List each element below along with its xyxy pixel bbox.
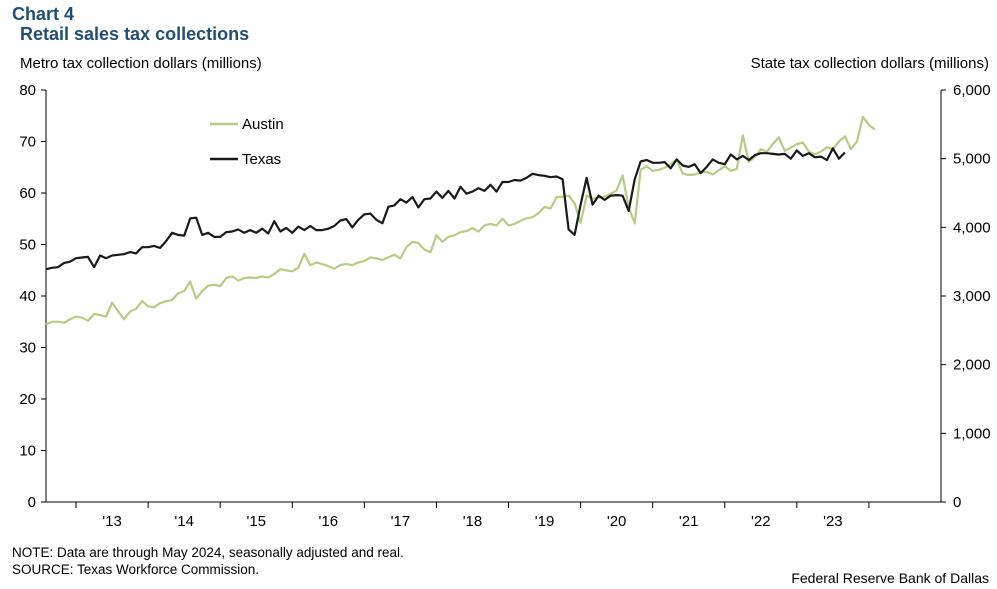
left-tick-label: 40 [19, 288, 36, 305]
series-line-texas [45, 147, 846, 271]
x-tick-label: '13 [102, 513, 122, 530]
chart-title: Retail sales tax collections [20, 24, 250, 44]
left-tick-label: 70 [19, 134, 36, 151]
x-tick-label: '16 [319, 513, 339, 530]
chart-credit: Federal Reserve Bank of Dallas [791, 570, 989, 586]
chart-note: NOTE: Data are through May 2024, seasona… [12, 545, 404, 560]
left-tick-label: 30 [19, 340, 36, 357]
x-tick-label: '22 [751, 513, 771, 530]
right-tick-label: 1,000 [953, 425, 991, 442]
left-tick-label: 20 [19, 391, 36, 408]
series-line-austin [45, 115, 876, 326]
chart-legend: Austin Texas [210, 116, 284, 168]
x-tick-label: '23 [823, 513, 843, 530]
right-tick-label: 2,000 [953, 357, 991, 374]
left-axis-title: Metro tax collection dollars (millions) [20, 55, 262, 72]
right-tick-label: 5,000 [953, 151, 991, 168]
right-tick-label: 0 [953, 494, 961, 511]
x-tick-label: '17 [391, 513, 411, 530]
x-tick-label: '18 [463, 513, 483, 530]
chart-number: Chart 4 [12, 4, 75, 24]
chart-series [45, 115, 876, 326]
chart-axes: 0 10 20 30 40 50 60 70 80 0 1,000 2,000 3,000 4,000 5,… [19, 82, 990, 530]
right-tick-label: 6,000 [953, 82, 991, 99]
legend-label-austin: Austin [242, 116, 284, 133]
left-tick-label: 10 [19, 443, 36, 460]
left-tick-label: 0 [28, 494, 36, 511]
legend-label-texas: Texas [242, 151, 281, 168]
x-tick-label: '21 [679, 513, 699, 530]
right-axis-title: State tax collection dollars (millions) [750, 55, 989, 72]
left-tick-label: 60 [19, 185, 36, 202]
x-tick-label: '19 [535, 513, 555, 530]
left-tick-label: 50 [19, 237, 36, 254]
x-tick-label: '20 [607, 513, 627, 530]
right-tick-label: 4,000 [953, 219, 991, 236]
chart-source: SOURCE: Texas Workforce Commission. [12, 562, 260, 577]
x-tick-label: '15 [246, 513, 266, 530]
x-tick-label: '14 [174, 513, 194, 530]
left-tick-label: 80 [19, 82, 36, 99]
right-tick-label: 3,000 [953, 288, 991, 305]
